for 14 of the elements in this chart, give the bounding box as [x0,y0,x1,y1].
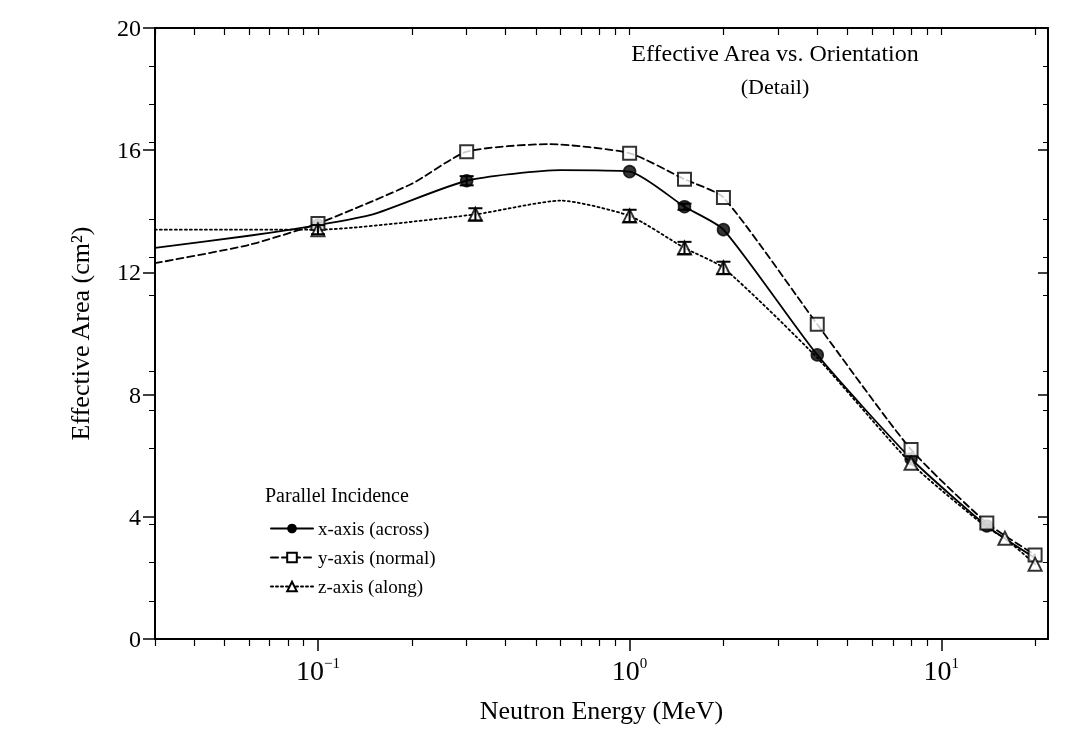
y-tick-label: 8 [129,381,141,408]
y-tick-label: 12 [117,259,141,286]
y-tick-label: 16 [117,137,141,164]
legend-title: Parallel Incidence [265,484,409,506]
y-tick-label: 4 [129,503,141,530]
text: (Detail) [740,73,810,99]
legend-label: z-axis (along) [318,576,423,598]
text: Effective Area vs. Orientation [631,40,919,66]
x-axis-title: Neutron Energy (MeV) [479,695,724,725]
legend-label: y-axis (normal) [318,547,436,569]
y-tick-label: 20 [117,15,141,41]
legend-label: x-axis (across) [318,518,430,540]
y-axis-title: Effective Area (cm²) [65,226,95,441]
y-tick-label: 0 [129,626,141,652]
